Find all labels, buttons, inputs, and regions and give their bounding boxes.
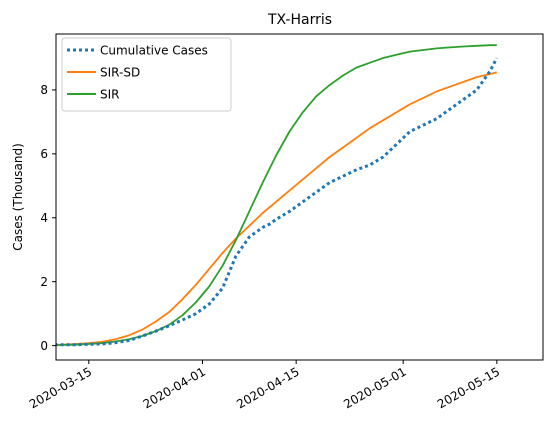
y-tick-label: 4 (40, 211, 48, 225)
series-line-sir (56, 44, 497, 347)
y-tick-label: 8 (40, 83, 48, 97)
y-ticks: 0 2 4 6 8 (40, 83, 56, 353)
legend: Cumulative Cases SIR-SD SIR (61, 37, 232, 112)
y-tick-label: 0 (40, 339, 48, 353)
series-layer (56, 44, 499, 347)
plot-frame (55, 33, 544, 361)
legend-label-cumulative-cases: Cumulative Cases (100, 44, 208, 58)
y-axis-label: Cases (Thousand) (11, 143, 25, 251)
legend-label-sir: SIR (100, 88, 120, 102)
series-line-cumulative-cases (56, 57, 499, 347)
y-tick-label: 2 (40, 275, 48, 289)
y-tick-label: 6 (40, 147, 48, 161)
chart-title: TX-Harris (267, 12, 332, 28)
legend-box (61, 37, 232, 112)
legend-label-sir-sd: SIR-SD (100, 66, 140, 80)
series-line-sir-sd (56, 71, 498, 346)
